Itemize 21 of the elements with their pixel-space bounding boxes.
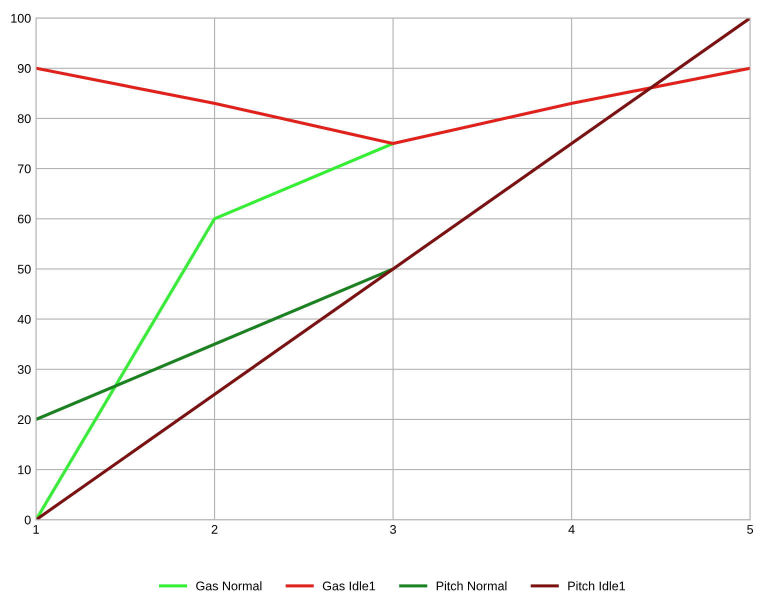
y-tick-label: 50 <box>18 264 31 274</box>
legend-label: Gas Normal <box>196 581 262 590</box>
legend-label: Pitch Normal <box>436 581 506 590</box>
y-tick-label: 70 <box>18 164 31 174</box>
y-tick-label: 30 <box>18 365 31 374</box>
y-tick-label: 60 <box>18 214 31 224</box>
y-tick-label: 90 <box>18 64 31 73</box>
y-tick-label: 40 <box>18 314 31 324</box>
y-tick-label: 0 <box>24 516 31 524</box>
y-tick-label: 80 <box>18 114 31 124</box>
x-tick-label: 2 <box>212 524 218 534</box>
y-tick-label: 20 <box>18 415 31 424</box>
x-tick-label: 5 <box>747 525 754 534</box>
y-tick-label: 10 <box>18 465 31 474</box>
x-tick-label: 4 <box>568 525 575 534</box>
x-tick-label: 1 <box>34 525 39 534</box>
legend-label: Gas Idle1 <box>322 581 376 590</box>
x-tick-label: 3 <box>390 524 396 534</box>
legend-label: Pitch Idle1 <box>568 581 626 590</box>
y-tick-label: 100 <box>11 14 31 23</box>
line-series <box>36 18 750 520</box>
